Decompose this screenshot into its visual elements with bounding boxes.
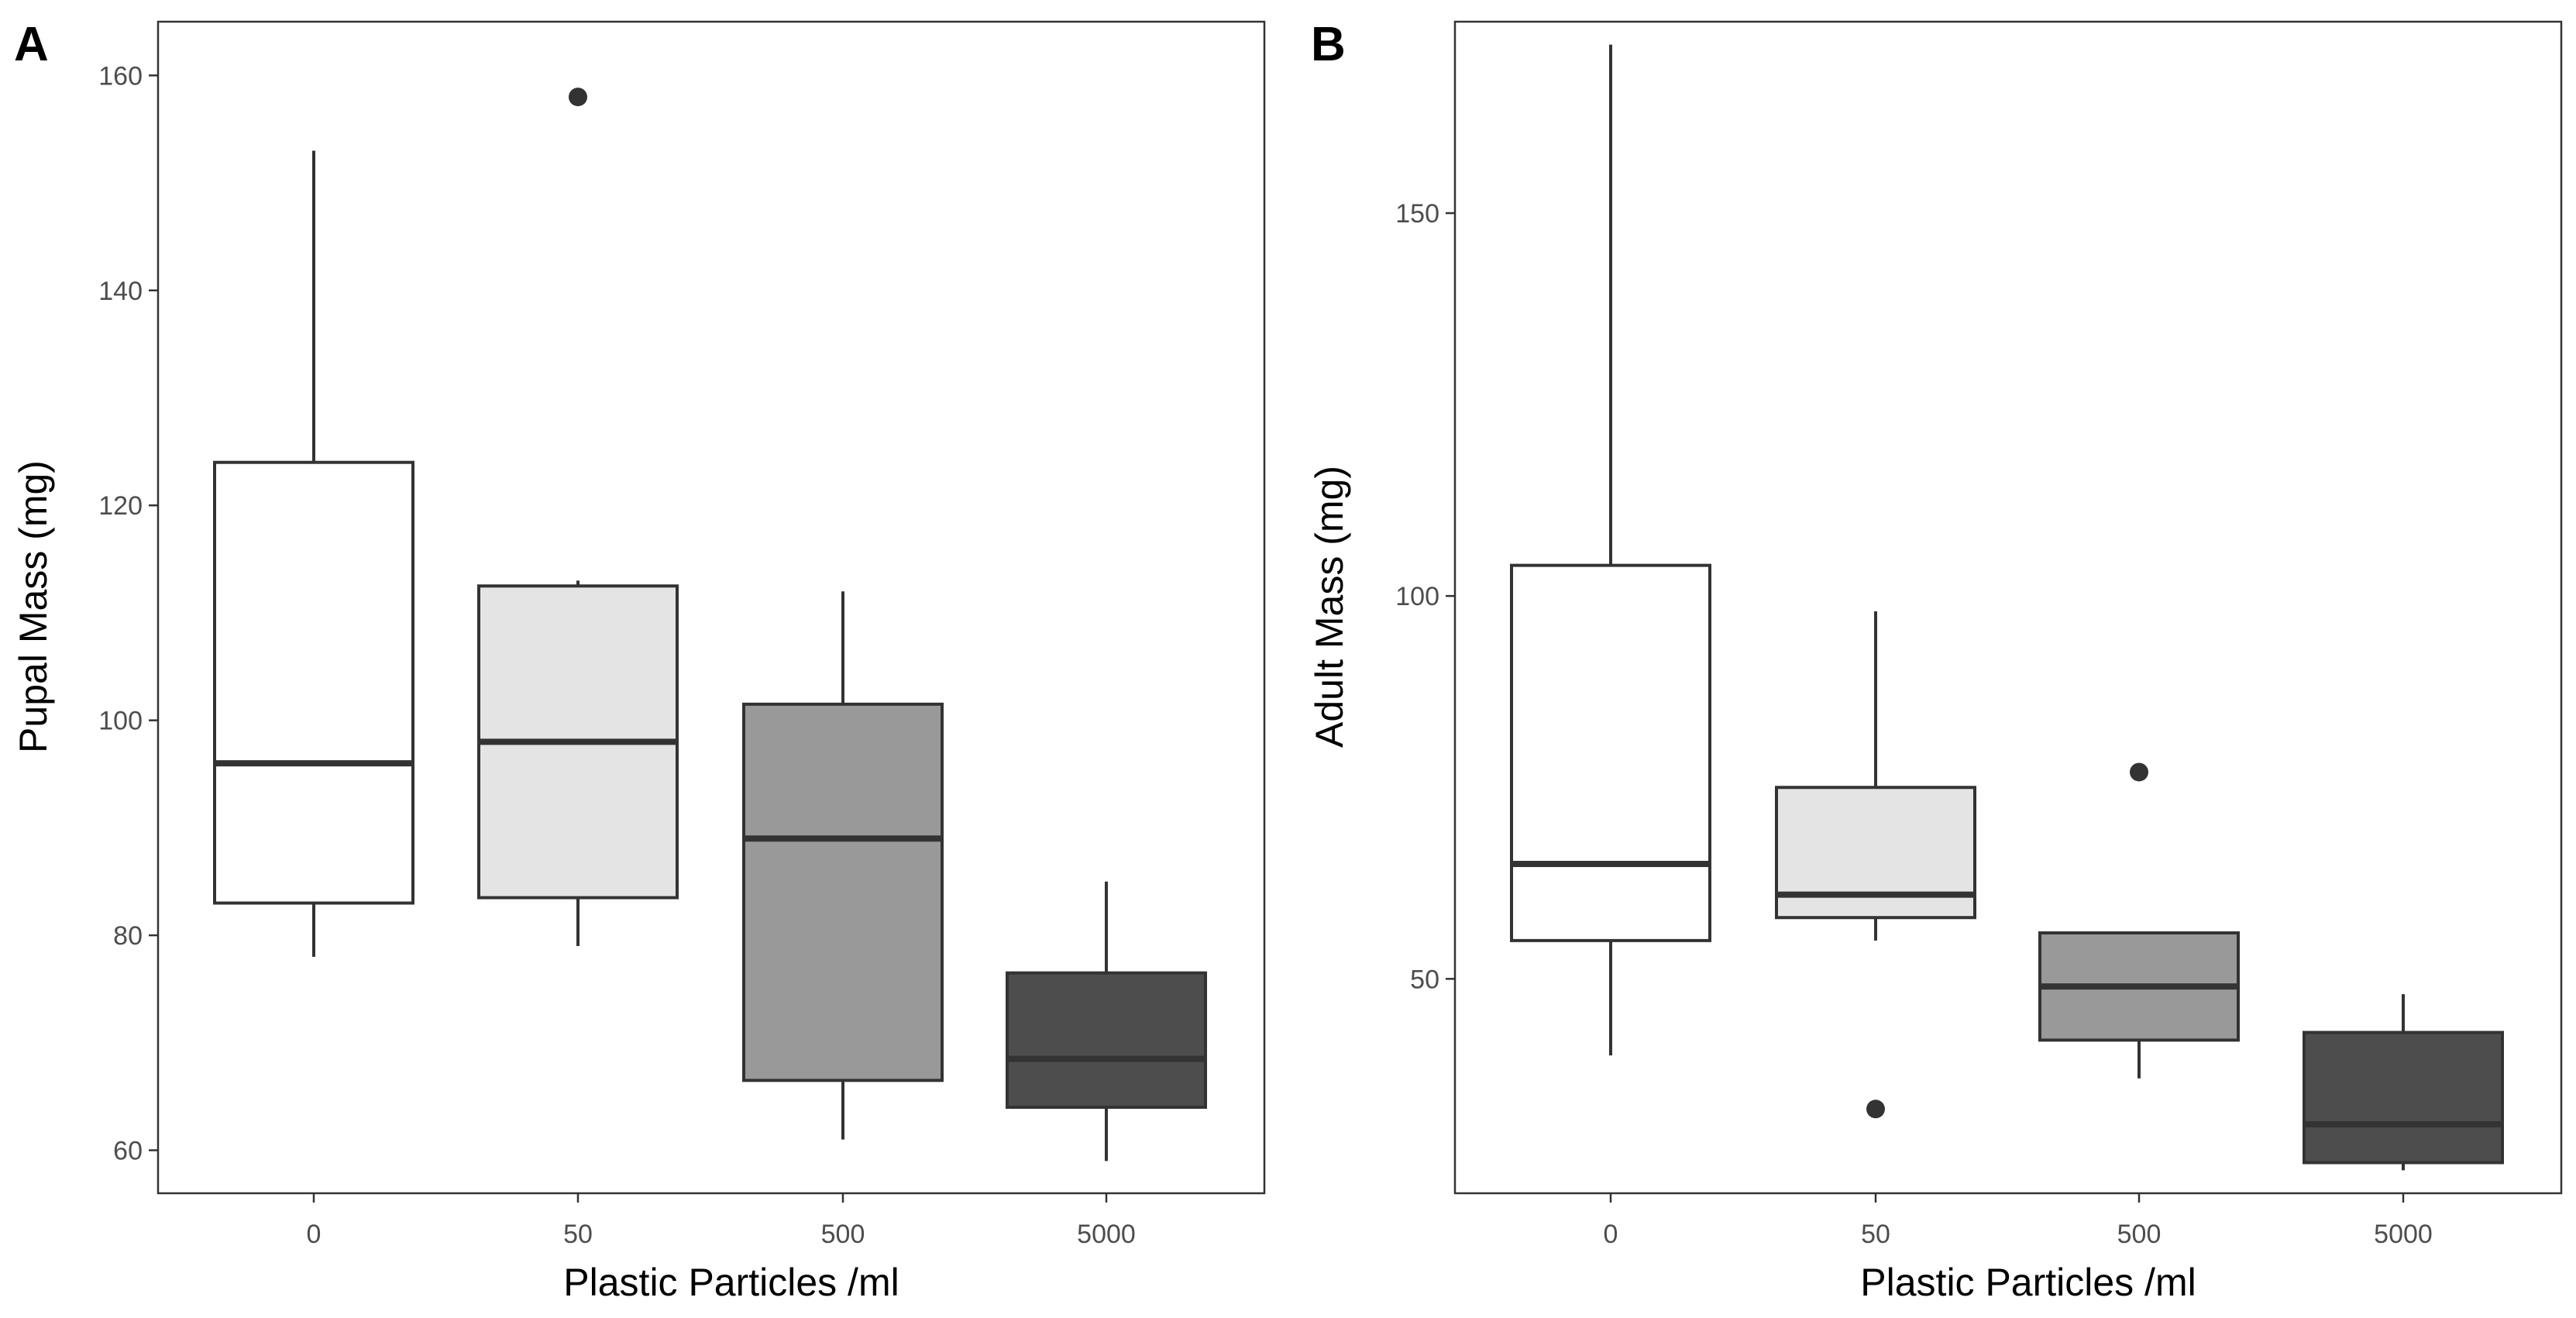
panel-a-x-tick-label: 0 (307, 1220, 322, 1249)
panel-b-y-tick-label: 150 (1395, 199, 1439, 229)
panel-b-box-50-outlier-point (1866, 1099, 1885, 1119)
panel-b-box-0-iqr-box (1510, 563, 1711, 942)
panel-b-y-axis-title: Adult Mass (mg) (1308, 466, 1351, 748)
panel-b-box-5000-iqr-box (2303, 1031, 2504, 1165)
panel-b-y-tick-label: 100 (1395, 582, 1439, 611)
panel-b-box-500-outlier-point (2130, 762, 2148, 782)
panel-a-box-5000-iqr-box (1006, 971, 1207, 1110)
panel-b-y-tick-label: 50 (1410, 965, 1439, 994)
panel-a-x-tick-label: 5000 (1077, 1220, 1136, 1249)
panel-a-x-tick-label: 500 (821, 1220, 865, 1249)
panel-a-y-tick-label: 160 (98, 61, 143, 91)
panel-b-x-axis-title: Plastic Particles /ml (1860, 1261, 2196, 1304)
panel-a-box-0-iqr-box (213, 460, 414, 905)
panel-a-box-50-outlier-point (569, 88, 587, 107)
panel-a: A Pupal Mass (mg) Plastic Particles /ml … (12, 18, 1266, 1304)
panel-b-box-50-iqr-box (1775, 786, 1976, 920)
panel-b: B Adult Mass (mg) Plastic Particles /ml … (1308, 18, 2563, 1304)
panel-b-x-tick-label: 500 (2117, 1220, 2162, 1249)
panel-a-y-tick-label: 80 (113, 921, 143, 951)
panel-a-x-axis-title: Plastic Particles /ml (563, 1261, 899, 1304)
panel-a-x-tick-label: 50 (563, 1220, 593, 1249)
panel-a-plot-frame (156, 20, 1266, 1195)
panel-a-y-tick-label: 60 (113, 1137, 143, 1166)
panel-b-plot-frame (1453, 20, 2563, 1195)
panel-a-y-axis-title: Pupal Mass (mg) (12, 460, 55, 753)
panel-a-y-tick-label: 120 (98, 491, 143, 521)
panel-b-x-tick-label: 5000 (2374, 1220, 2433, 1249)
panel-b-x-tick-label: 0 (1604, 1220, 1618, 1249)
panel-a-box-500-iqr-box (742, 702, 944, 1082)
panel-b-x-tick-label: 50 (1861, 1220, 1890, 1249)
panel-a-y-tick-label: 140 (98, 277, 143, 306)
panel-b-tag: B (1311, 18, 1346, 71)
panel-a-tag: A (14, 18, 49, 71)
panel-a-y-tick-label: 100 (98, 707, 143, 736)
